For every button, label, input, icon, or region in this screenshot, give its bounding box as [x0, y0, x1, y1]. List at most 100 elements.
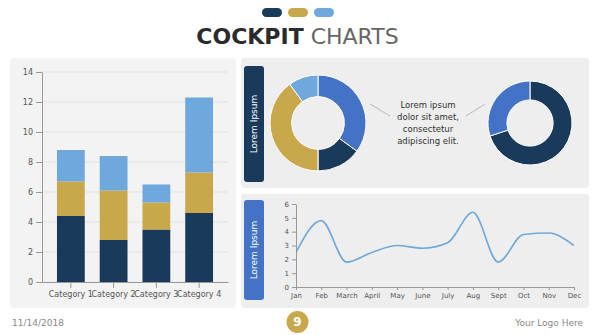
tick-mark [347, 287, 348, 290]
tick-mark [292, 273, 296, 274]
tick-label: Nov [542, 292, 556, 300]
panel [241, 194, 589, 308]
tick-label: 3 [285, 242, 289, 250]
tick: June [414, 287, 430, 300]
tick: May [390, 287, 404, 300]
axis: Category 1Category 2Category 3Category 4 [43, 282, 229, 299]
tick: 14 [23, 68, 42, 77]
tick-label: Category 4 [177, 290, 221, 299]
tick-mark [292, 287, 296, 288]
bar-series [57, 173, 213, 241]
axis: 02468101214 [23, 68, 43, 287]
bar-series [57, 98, 213, 203]
axis: JanFebMarchAprilMayJuneJulyAugSeptOctNov… [290, 287, 581, 300]
tick: March [336, 287, 357, 300]
tick-label: 10 [23, 128, 33, 137]
tick: April [364, 287, 380, 300]
tick-mark [292, 246, 296, 247]
accent-pill [262, 8, 282, 17]
tick: Oct [518, 287, 530, 300]
donut [488, 81, 572, 165]
tick-label: Feb [316, 292, 329, 300]
tick-label: Category 2 [92, 290, 136, 299]
tick-label: 14 [23, 68, 33, 77]
footer-date: 11/14/2018 [12, 318, 64, 328]
side-label [244, 66, 264, 182]
axis-line [42, 73, 43, 283]
tick: Category 2 [92, 282, 136, 299]
connector [466, 104, 485, 116]
axis-line [296, 205, 297, 288]
page-badge [287, 311, 309, 333]
bar [100, 156, 128, 191]
tick-mark [422, 287, 423, 290]
tick: 6 [285, 201, 296, 209]
bar [57, 182, 85, 217]
bar [100, 240, 128, 282]
tick-label: 2 [28, 248, 33, 257]
tick: Category 1 [49, 282, 93, 299]
tick-label: 2 [285, 256, 289, 264]
tick-label: Oct [518, 292, 530, 300]
tick-label: May [390, 292, 404, 300]
title: COCKPIT CHARTS [196, 24, 398, 49]
footer-logo: Your Logo Here [514, 318, 583, 328]
tick-mark [113, 282, 114, 288]
tick-mark [549, 287, 550, 290]
connector [370, 104, 390, 116]
tick-label: Jan [290, 292, 302, 300]
tick-mark [36, 252, 42, 253]
panel [241, 58, 589, 188]
tick-mark [498, 287, 499, 290]
tick-mark [292, 232, 296, 233]
tick-label: Dec [568, 292, 582, 300]
tick: Jan [290, 287, 302, 300]
tick: Feb [316, 287, 329, 300]
tick-mark [36, 102, 42, 103]
tick: July [441, 287, 455, 300]
tick-mark [36, 192, 42, 193]
tick-label: 5 [285, 215, 289, 223]
accent-pill [314, 8, 334, 17]
tick-label: 1 [285, 270, 289, 278]
tick-label: 4 [28, 218, 33, 227]
tick-label: Category 3 [134, 290, 178, 299]
tick-mark [36, 132, 42, 133]
tick: Category 4 [177, 282, 221, 299]
bar [142, 185, 170, 203]
tick-mark [397, 287, 398, 290]
bar-series [57, 213, 213, 282]
bar [57, 216, 85, 282]
tick: 8 [28, 158, 42, 167]
tick-mark [199, 282, 200, 288]
tick: 12 [23, 98, 42, 107]
lines [296, 212, 574, 262]
side-label-text: Lorem Ipsum [249, 95, 259, 154]
bar [100, 191, 128, 241]
axis: 0 1 2 3 4 5 6 [285, 201, 297, 292]
bar [57, 150, 85, 182]
tick-mark [372, 287, 373, 290]
tick-label: March [336, 292, 357, 300]
tick-mark [574, 287, 575, 290]
tick-label: 12 [23, 98, 33, 107]
tick-mark [448, 287, 449, 290]
tick: 5 [285, 215, 296, 223]
tick-label: 6 [28, 188, 33, 197]
tick: 3 [285, 242, 296, 250]
tick-mark [36, 222, 42, 223]
tick: 2 [28, 248, 42, 257]
tick: 1 [285, 270, 296, 278]
tick-mark [292, 259, 296, 260]
side-label [244, 200, 264, 300]
tick: 0 [285, 284, 296, 292]
tick: Aug [467, 287, 481, 300]
donut [270, 75, 366, 171]
grid-line [42, 72, 228, 73]
tick-label: Category 1 [49, 290, 93, 299]
bars [57, 98, 213, 283]
tick-label: 4 [285, 228, 290, 236]
tick-mark [296, 287, 297, 290]
tick-mark [36, 282, 42, 283]
tick-label: 6 [285, 201, 290, 209]
